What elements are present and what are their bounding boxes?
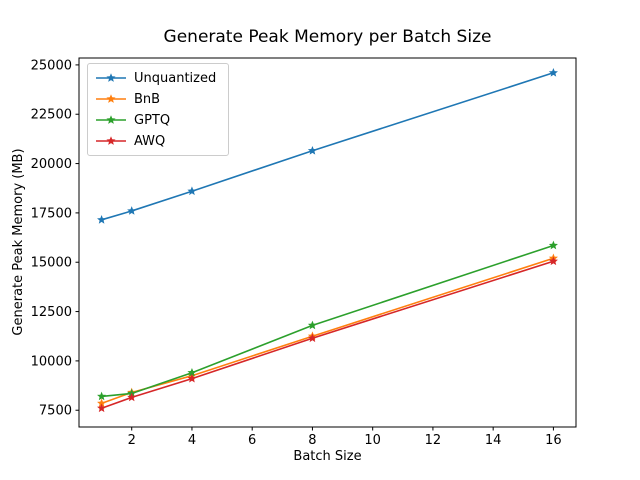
legend-item-unquantized: Unquantized	[95, 69, 216, 87]
marker-bnb	[97, 398, 107, 408]
legend-label: BnB	[134, 91, 161, 107]
legend-label: GPTQ	[134, 112, 171, 128]
line-bnb	[101, 257, 554, 405]
marker-unquantized	[97, 215, 107, 224]
marker-gptq	[307, 320, 317, 330]
legend-line-marker-icon	[96, 73, 126, 82]
legend-label: Unquantized	[134, 70, 217, 86]
legend-label: AWQ	[134, 133, 166, 149]
x-tick-label: 16	[545, 433, 562, 448]
y-tick-label: 10000	[31, 354, 72, 369]
chart-title: Generate Peak Memory per Batch Size	[163, 27, 492, 47]
marker-gptq	[548, 240, 558, 250]
legend: Unquantized BnB GPTQ AWQ	[87, 63, 230, 156]
legend-item-bnb: BnB	[95, 90, 216, 108]
marker-awq	[307, 333, 317, 343]
y-tick-label: 25000	[31, 58, 72, 73]
x-tick-label: 2	[128, 433, 136, 448]
legend-item-awq: AWQ	[95, 132, 216, 150]
legend-line-marker-icon	[96, 115, 126, 124]
x-tick-label: 12	[425, 433, 442, 448]
x-axis-label: Batch Size	[293, 449, 362, 464]
y-tick-label: 15000	[31, 256, 72, 271]
legend-line-marker-icon	[96, 94, 126, 103]
marker-unquantized	[127, 206, 137, 215]
x-tick-label: 6	[248, 433, 256, 448]
y-tick-label: 12500	[31, 305, 72, 320]
marker-awq	[127, 392, 137, 402]
legend-item-gptq: GPTQ	[95, 111, 216, 129]
y-tick-label: 17500	[31, 206, 72, 221]
legend-line-marker-icon	[96, 136, 126, 145]
line-awq	[101, 260, 554, 410]
marker-unquantized	[187, 186, 197, 196]
plot-frame	[78, 57, 577, 428]
y-tick-label: 22500	[31, 108, 72, 123]
x-tick-label: 10	[364, 433, 381, 448]
marker-awq	[187, 373, 197, 383]
marker-gptq	[187, 367, 197, 377]
line-gptq	[101, 244, 554, 398]
x-tick-label: 8	[308, 433, 316, 448]
x-tick-label: 14	[485, 433, 502, 448]
marker-unquantized	[307, 145, 317, 155]
marker-awq	[548, 256, 558, 266]
marker-unquantized	[548, 68, 558, 77]
marker-awq	[97, 403, 107, 413]
y-axis-label: Generate Peak Memory (MB)	[11, 148, 26, 336]
y-tick-label: 7500	[39, 404, 72, 419]
x-tick-label: 4	[188, 433, 196, 448]
marker-gptq	[97, 391, 107, 401]
y-tick-label: 20000	[31, 157, 72, 172]
